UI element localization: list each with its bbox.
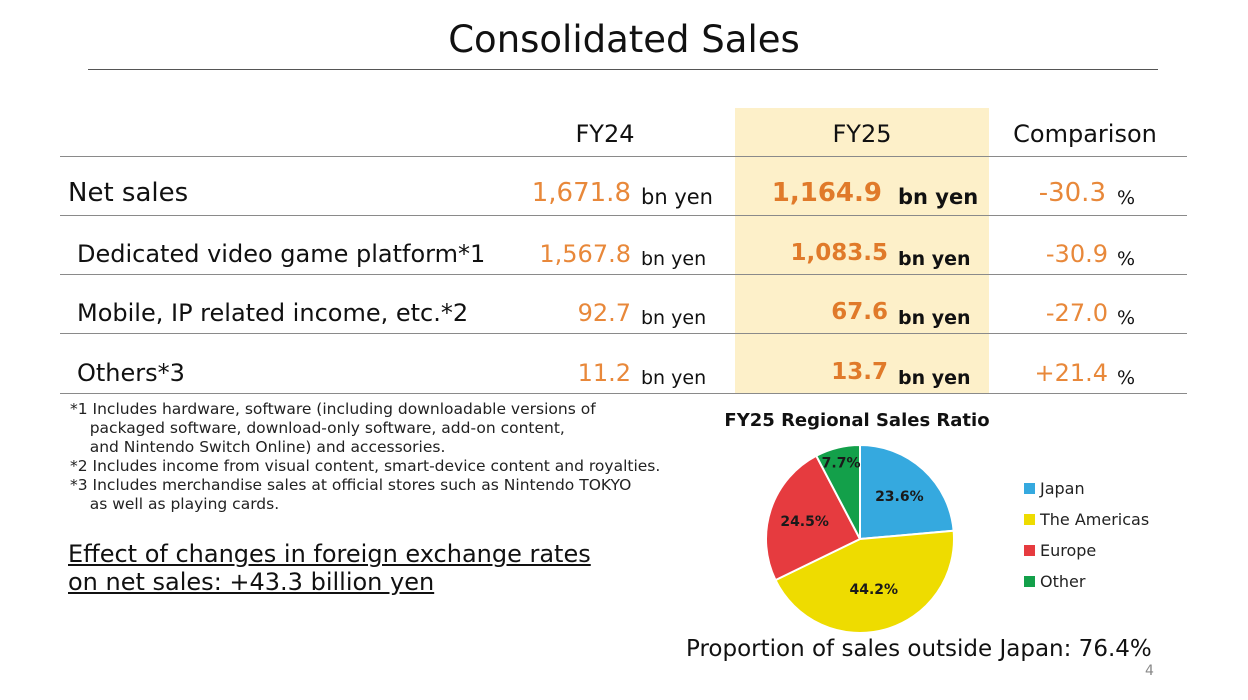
- header-rule: [60, 156, 1187, 157]
- fx-effect-line-2: on net sales: +43.3 billion yen: [68, 568, 435, 596]
- legend-swatch: [1024, 514, 1035, 525]
- legend-swatch: [1024, 483, 1035, 494]
- title-divider: [88, 69, 1158, 70]
- footnotes: *1 Includes hardware, software (includin…: [70, 400, 660, 514]
- regional-sales-pie-chart: 23.6% 44.2% 24.5% 7.7%: [765, 443, 955, 634]
- percent-unit: %: [1117, 367, 1136, 389]
- fy24-unit: bn yen: [641, 307, 707, 329]
- row-divider: [60, 333, 1187, 334]
- legend-label: Europe: [1040, 541, 1097, 560]
- fx-effect-line-1: Effect of changes in foreign exchange ra…: [68, 540, 591, 568]
- fy24-value-others: 11.2: [577, 359, 631, 387]
- fy24-unit: bn yen: [641, 367, 707, 389]
- legend-swatch: [1024, 545, 1035, 556]
- pie-slice-japan: [859, 443, 955, 541]
- fy25-value-net-sales: 1,164.9: [771, 178, 882, 208]
- legend-item-europe: Europe: [1024, 541, 1149, 572]
- pie-slice-europe: [765, 454, 862, 582]
- row-label-mobile-ip: Mobile, IP related income, etc.*2: [77, 299, 469, 327]
- fx-effect-note: Effect of changes in foreign exchange ra…: [68, 540, 591, 596]
- legend-label: Japan: [1040, 479, 1085, 498]
- comparison-value-dedicated-platform: -30.9: [1045, 240, 1108, 268]
- fy24-value-dedicated-platform: 1,567.8: [539, 240, 631, 268]
- fy25-unit: bn yen: [898, 367, 971, 389]
- row-label-others: Others*3: [77, 359, 185, 387]
- legend-item-other: Other: [1024, 572, 1149, 603]
- percent-unit: %: [1117, 187, 1136, 209]
- row-label-dedicated-platform: Dedicated video game platform*1: [77, 240, 486, 268]
- fy25-value-mobile-ip: 67.6: [831, 299, 888, 325]
- legend-item-japan: Japan: [1024, 479, 1149, 510]
- percent-unit: %: [1117, 307, 1136, 329]
- pie-label-the-americas: 44.2%: [850, 582, 899, 598]
- chart-legend: Japan The Americas Europe Other: [1024, 479, 1149, 603]
- row-label-net-sales: Net sales: [68, 178, 189, 208]
- row-divider: [60, 393, 1187, 394]
- footnote-2: *2 Includes income from visual content, …: [70, 457, 661, 475]
- fy25-unit: bn yen: [898, 307, 971, 329]
- percent-unit: %: [1117, 248, 1136, 270]
- pie-label-other: 7.7%: [822, 455, 861, 471]
- row-divider: [60, 274, 1187, 275]
- page-number: 4: [1145, 663, 1154, 679]
- pie-slice-the-americas: [774, 529, 955, 634]
- fy25-value-others: 13.7: [831, 359, 888, 385]
- page-title: Consolidated Sales: [448, 18, 800, 61]
- legend-label: The Americas: [1040, 510, 1150, 529]
- comparison-value-net-sales: -30.3: [1038, 178, 1106, 208]
- legend-label: Other: [1040, 572, 1086, 591]
- legend-swatch: [1024, 576, 1035, 587]
- header-fy24: FY24: [575, 120, 635, 148]
- footnote-3: *3 Includes merchandise sales at officia…: [70, 476, 632, 513]
- legend-item-the-americas: The Americas: [1024, 510, 1149, 541]
- fy24-value-net-sales: 1,671.8: [531, 178, 631, 208]
- pie-slice-other: [814, 443, 861, 540]
- header-fy25: FY25: [832, 120, 892, 148]
- pie-label-japan: 23.6%: [875, 489, 924, 505]
- fy25-value-dedicated-platform: 1,083.5: [790, 240, 889, 266]
- row-divider: [60, 215, 1187, 216]
- chart-title: FY25 Regional Sales Ratio: [724, 410, 990, 431]
- footnote-1: *1 Includes hardware, software (includin…: [70, 400, 596, 456]
- comparison-value-others: +21.4: [1034, 359, 1108, 387]
- outside-japan-proportion: Proportion of sales outside Japan: 76.4%: [686, 636, 1152, 662]
- fy25-unit: bn yen: [898, 248, 971, 270]
- fy24-unit: bn yen: [641, 248, 707, 270]
- pie-label-europe: 24.5%: [780, 514, 829, 530]
- fy25-column-highlight: [735, 108, 989, 394]
- fy25-unit: bn yen: [898, 185, 979, 209]
- comparison-value-mobile-ip: -27.0: [1045, 299, 1108, 327]
- fy24-unit: bn yen: [641, 185, 713, 209]
- header-comparison: Comparison: [1013, 120, 1157, 148]
- fy24-value-mobile-ip: 92.7: [577, 299, 631, 327]
